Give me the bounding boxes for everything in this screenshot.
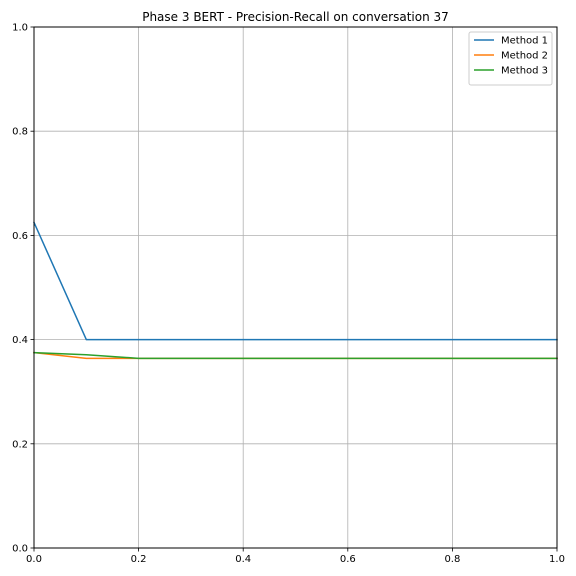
y-tick-label: 0.8 <box>12 127 28 138</box>
chart-title: Phase 3 BERT - Precision-Recall on conve… <box>142 10 449 24</box>
series-layer <box>33 221 558 360</box>
series-line-method-1 <box>33 221 558 341</box>
x-tick-label: 1.0 <box>549 554 565 565</box>
y-tick-label: 0.0 <box>12 544 28 555</box>
y-tick-label: 0.4 <box>12 335 28 346</box>
y-tick-label: 0.2 <box>12 439 28 450</box>
x-tick-label: 0.4 <box>235 554 251 565</box>
y-axis: 0.0 0.2 0.4 0.6 0.8 1.0 <box>12 23 34 555</box>
plot-frame <box>33 26 558 549</box>
y-tick-label: 0.6 <box>12 231 28 242</box>
y-tick-label: 1.0 <box>12 23 28 34</box>
x-tick-label: 0.2 <box>131 554 147 565</box>
series-line-method-3 <box>33 351 558 360</box>
x-tick-label: 0.6 <box>340 554 356 565</box>
legend-label: Method 3 <box>501 66 548 77</box>
legend: Method 1 Method 2 Method 3 <box>468 31 553 86</box>
x-tick-label: 0.0 <box>26 554 42 565</box>
legend-box <box>468 31 553 86</box>
x-tick-label: 0.8 <box>444 554 460 565</box>
legend-label: Method 1 <box>501 36 548 47</box>
x-axis: 0.0 0.2 0.4 0.6 0.8 1.0 <box>26 548 565 565</box>
legend-label: Method 2 <box>501 51 548 62</box>
